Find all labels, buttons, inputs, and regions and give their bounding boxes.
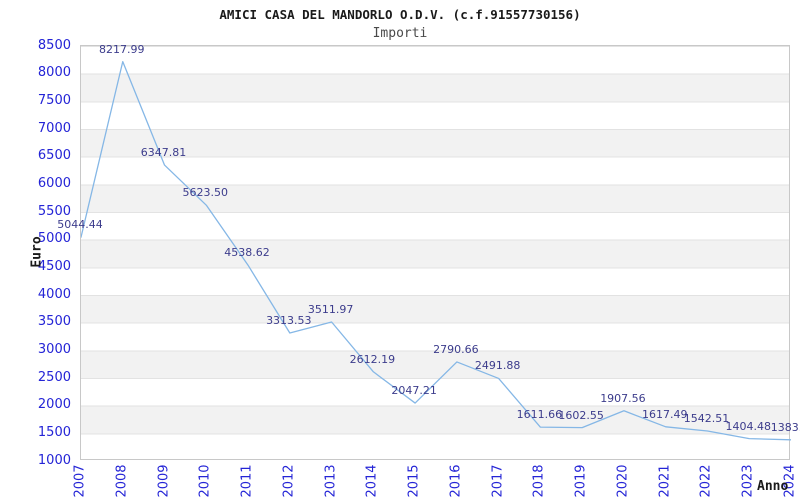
data-point-label: 5044.44 <box>57 218 103 232</box>
y-tick-label: 4000 <box>37 286 71 302</box>
x-tick-label: 2021 <box>657 464 673 498</box>
x-tick-label: 2019 <box>573 464 589 498</box>
x-tick-label: 2016 <box>448 464 464 498</box>
x-tick-label: 2009 <box>156 464 172 498</box>
data-point-label: 6347.81 <box>140 146 187 160</box>
y-tick-label: 2000 <box>37 397 71 413</box>
data-point-label: 2491.88 <box>474 359 521 373</box>
y-tick-label: 6000 <box>37 175 71 191</box>
y-tick-label: 1000 <box>37 452 71 468</box>
x-tick-label: 2007 <box>72 464 88 498</box>
x-tick-label: 2008 <box>114 464 130 498</box>
line-chart-svg <box>81 60 791 441</box>
y-tick-label: 1500 <box>37 424 71 440</box>
data-point-label: 5623.50 <box>182 186 229 200</box>
chart-title: AMICI CASA DEL MANDORLO O.D.V. (c.f.9155… <box>219 7 581 22</box>
y-tick-label: 6500 <box>37 148 71 164</box>
data-point-label: 3313.53 <box>266 313 312 327</box>
data-point-label: 2790.66 <box>433 342 479 356</box>
data-point-label: 1617.49 <box>641 407 688 421</box>
data-point-label: 1907.56 <box>600 391 646 405</box>
y-tick-label: 8000 <box>37 65 71 81</box>
data-point-label: 1611.66 <box>516 408 563 422</box>
x-axis-title: Anno <box>757 479 789 494</box>
x-tick-label: 2017 <box>490 464 506 498</box>
plot-area <box>80 45 791 460</box>
y-tick-label: 4500 <box>37 258 71 274</box>
data-point-label: 1404.48 <box>725 419 771 433</box>
data-point-label: 8217.99 <box>99 42 145 56</box>
data-point-label: 1542.51 <box>683 411 730 425</box>
data-point-label: 2612.19 <box>349 352 396 366</box>
y-tick-label: 3500 <box>37 314 71 330</box>
x-tick-label: 2010 <box>197 464 213 498</box>
y-tick-label: 8500 <box>37 37 71 53</box>
chart-subtitle: Importi <box>372 26 428 41</box>
data-point-label: 4538.62 <box>224 246 270 260</box>
y-tick-label: 5000 <box>37 231 71 247</box>
y-tick-label: 7500 <box>37 92 71 108</box>
y-tick-label: 5500 <box>37 203 71 219</box>
x-tick-label: 2012 <box>281 464 297 498</box>
x-tick-label: 2014 <box>364 464 380 498</box>
y-tick-label: 2500 <box>37 369 71 385</box>
x-tick-label: 2011 <box>239 464 255 498</box>
data-point-label: 2047.21 <box>391 384 437 398</box>
y-tick-label: 7000 <box>37 120 71 136</box>
x-tick-label: 2013 <box>323 464 339 498</box>
x-tick-label: 2022 <box>698 464 714 498</box>
x-tick-label: 2018 <box>531 464 547 498</box>
y-axis-title: Euro <box>29 236 45 268</box>
data-point-label: 3511.97 <box>307 303 354 316</box>
x-tick-label: 2020 <box>615 464 631 498</box>
data-point-label: 1383.4 <box>770 420 800 434</box>
x-tick-label: 2015 <box>406 464 422 498</box>
y-tick-label: 3000 <box>37 341 71 357</box>
trend-line <box>81 60 791 441</box>
data-point-label: 1602.55 <box>558 408 604 422</box>
x-tick-label: 2023 <box>740 464 756 498</box>
